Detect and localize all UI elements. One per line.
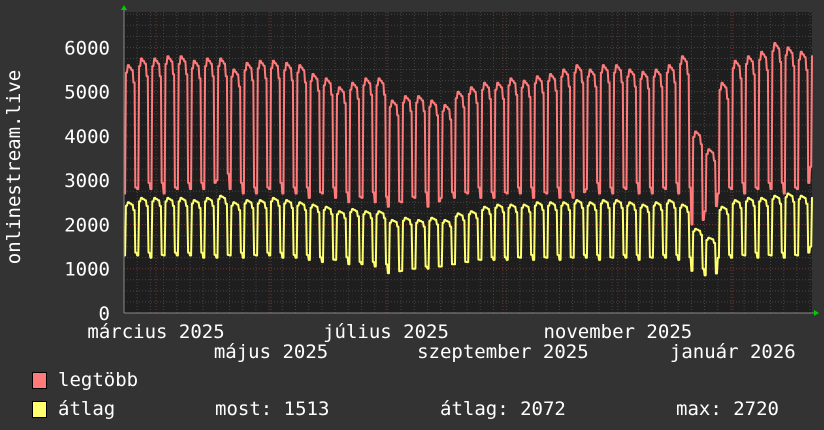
series-line-legtobb <box>124 42 813 226</box>
stat-max: max: 2720 <box>676 398 779 420</box>
x-tick-label: január 2026 <box>670 341 796 363</box>
series-lines <box>124 42 813 277</box>
y-tick-label: 1000 <box>64 259 110 281</box>
x-tick-label: május 2025 <box>214 341 328 363</box>
x-tick-label: szeptember 2025 <box>417 341 589 363</box>
y-axis-arrow-icon <box>121 5 127 10</box>
y-tick-label: 2000 <box>64 214 110 236</box>
y-tick-label: 4000 <box>64 126 110 148</box>
stat-most: most: 1513 <box>215 398 330 420</box>
legend-label-atlag: átlag <box>58 398 116 420</box>
series-line-atlag <box>124 192 813 277</box>
legend-label-legtobb: legtöbb <box>58 369 139 391</box>
legend-swatch-legtobb <box>32 372 47 389</box>
y-tick-label: 6000 <box>64 37 110 59</box>
x-tick-label: július 2025 <box>323 321 449 343</box>
grid <box>123 12 812 313</box>
stat-atlag: átlag: 2072 <box>440 398 566 420</box>
x-axis-arrow-icon <box>814 310 819 316</box>
y-axis-title: onlinestream.live <box>3 70 25 264</box>
x-tick-label: november 2025 <box>543 321 692 343</box>
y-tick-label: 3000 <box>64 170 110 192</box>
y-tick-label: 5000 <box>64 82 110 104</box>
y-tick-label: 0 <box>99 303 110 325</box>
legend-swatch-atlag <box>32 401 47 418</box>
axes: 0 1000 2000 3000 4000 5000 6000 március 2025máj… <box>64 5 819 363</box>
x-tick-label: március 2025 <box>87 321 224 343</box>
